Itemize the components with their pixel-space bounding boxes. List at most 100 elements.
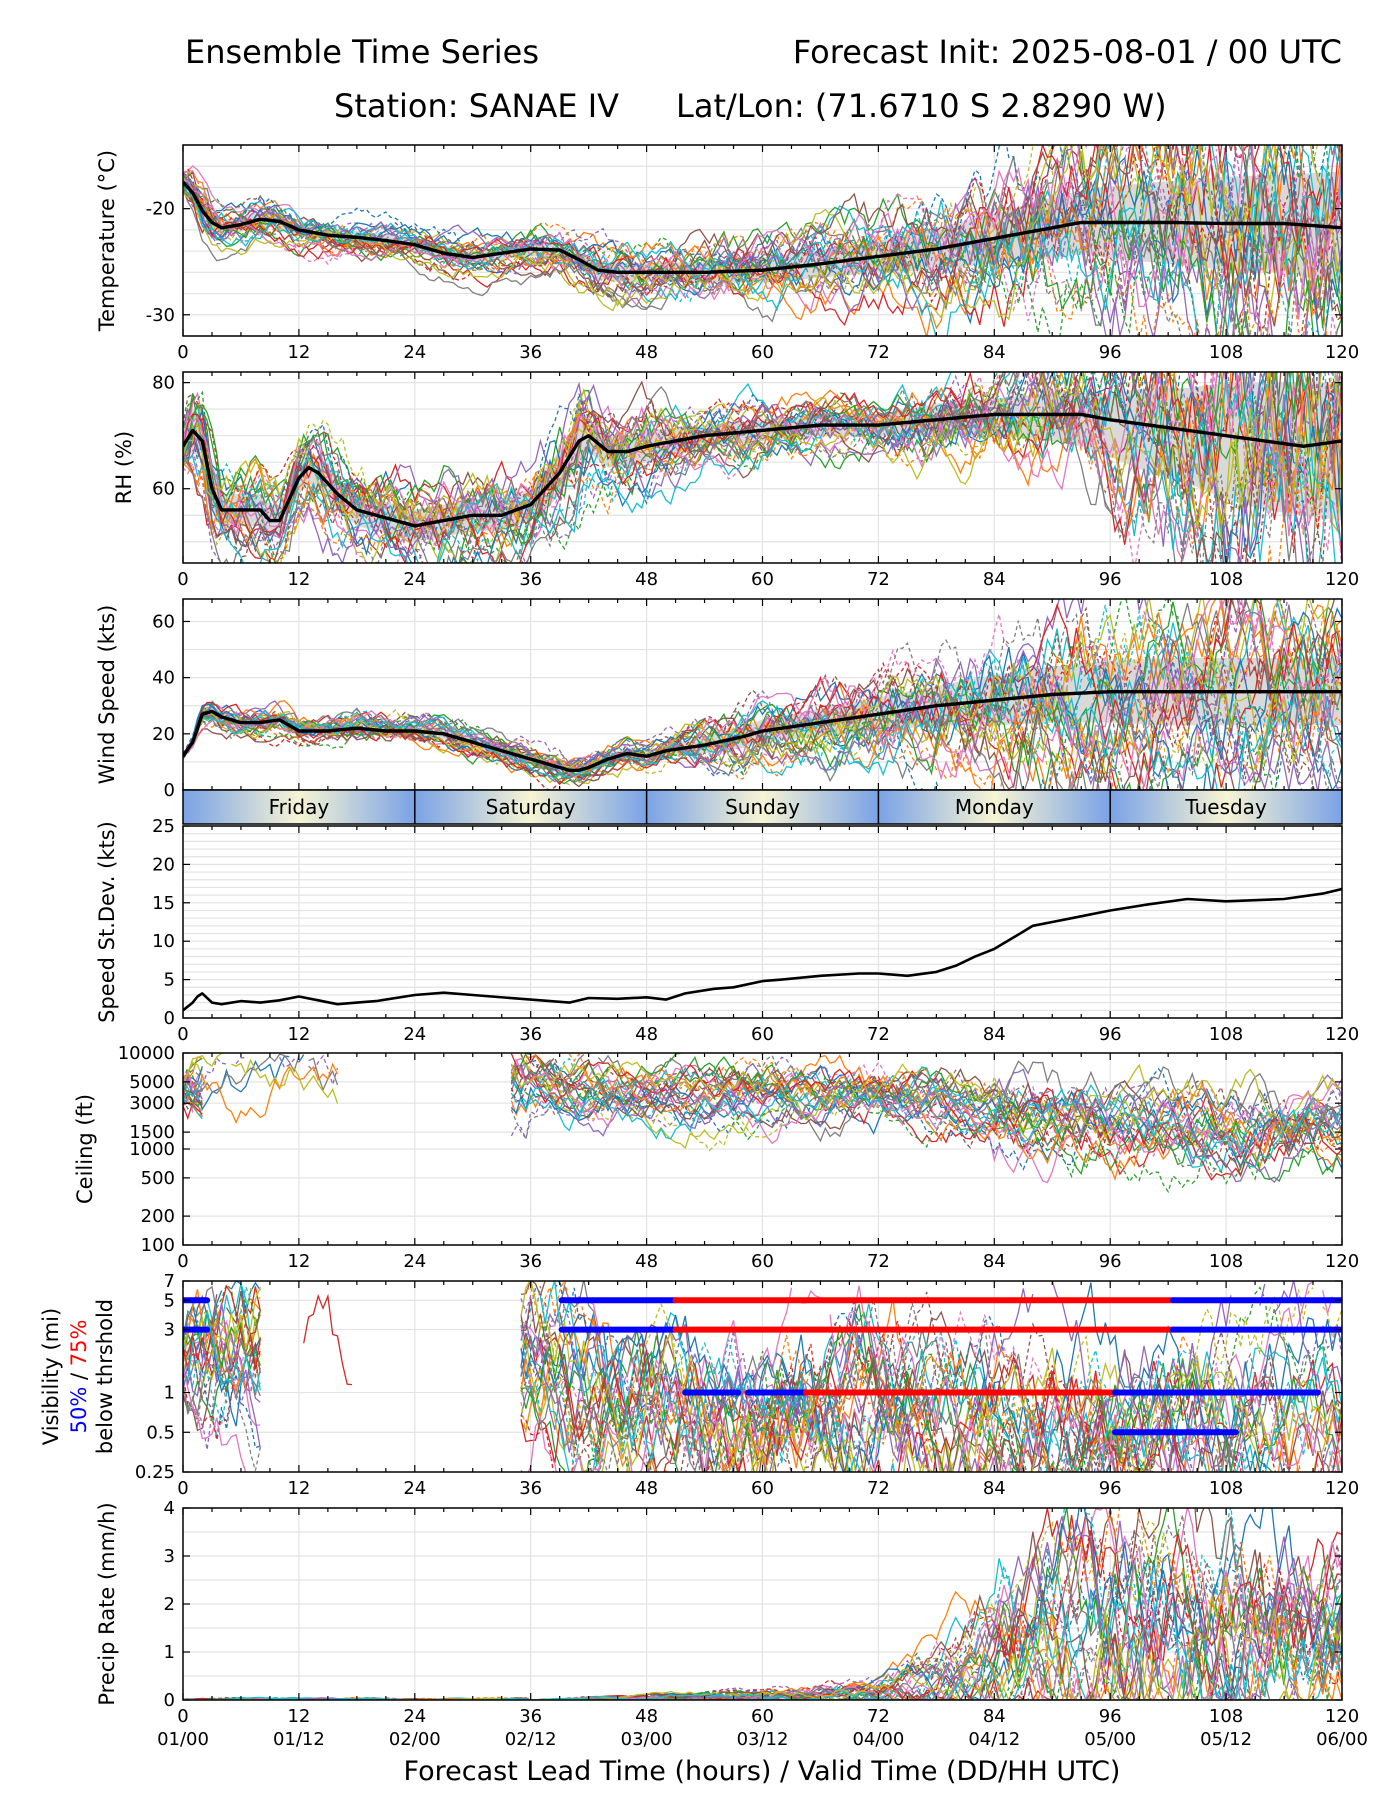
x-ticklabel: 108 bbox=[1209, 569, 1243, 590]
y-ticklabel: 5 bbox=[164, 1290, 175, 1311]
ensemble-member-ceiling bbox=[183, 1053, 1342, 1146]
valid-time-label: 03/12 bbox=[737, 1729, 789, 1750]
x-ticklabels-ceiling: 0 12 24 36 48 60 72 84 96 108 120 bbox=[177, 1251, 1359, 1272]
y-axis-precip: 0 1 2 3 4 bbox=[164, 1498, 1342, 1711]
plot-area-sd bbox=[183, 887, 1342, 1012]
x-ticklabel: 120 bbox=[1325, 342, 1359, 363]
x-ticklabel: 96 bbox=[1099, 1251, 1122, 1272]
x-ticklabel: 0 bbox=[177, 342, 188, 363]
day-label: Tuesday bbox=[1184, 795, 1267, 819]
x-ticklabel: 96 bbox=[1099, 569, 1122, 590]
ensemble-member-wind bbox=[183, 599, 1336, 790]
x-ticklabel: 108 bbox=[1209, 342, 1243, 363]
y-ticklabel: 3 bbox=[164, 1546, 175, 1567]
ensemble-mean-temp bbox=[183, 180, 1342, 274]
x-ticklabel: 84 bbox=[983, 1478, 1006, 1499]
day-cell bbox=[646, 790, 879, 824]
x-ticks-sd bbox=[182, 826, 1343, 1018]
day-label: Monday bbox=[955, 795, 1034, 819]
x-ticklabels-temp: 0 12 24 36 48 60 72 84 96 108 120 bbox=[177, 342, 1359, 363]
x-ticklabel: 12 bbox=[287, 1706, 310, 1727]
ensemble-member-temp bbox=[183, 145, 1342, 323]
day-label: Saturday bbox=[486, 795, 576, 819]
y-ticklabel: 40 bbox=[152, 668, 175, 689]
x-ticklabel: 24 bbox=[403, 1478, 426, 1499]
valid-time-label: 06/00 bbox=[1316, 1729, 1368, 1750]
ensemble-member-rh bbox=[183, 372, 1340, 563]
plot-area-wind bbox=[183, 599, 1342, 790]
x-ticklabel: 84 bbox=[983, 569, 1006, 590]
valid-time-label: 01/00 bbox=[157, 1729, 209, 1750]
ensemble-member-vis bbox=[183, 1285, 1342, 1472]
panels: 0 12 24 36 48 60 72 84 96 108 120-20-30Temperature… bbox=[39, 144, 1359, 1727]
x-ticklabel: 0 bbox=[177, 1706, 188, 1727]
y-label-vis: Visibility (mi) bbox=[39, 1308, 63, 1445]
y-ticklabel: 200 bbox=[141, 1206, 175, 1227]
y-ticklabel: 2 bbox=[164, 1594, 175, 1615]
ensemble-member-wind bbox=[183, 599, 1342, 768]
valid-time-label: 04/00 bbox=[852, 1729, 904, 1750]
x-ticklabel: 36 bbox=[519, 1024, 542, 1045]
weekday-band: Friday Saturday Sunday Monday Tuesday bbox=[182, 789, 1343, 825]
x-ticklabel: 72 bbox=[867, 1478, 890, 1499]
x-ticklabel: 72 bbox=[867, 342, 890, 363]
x-ticklabel: 36 bbox=[519, 569, 542, 590]
bottom-x-axis: 01/00 01/12 02/00 02/12 03/00 03/12 04/00 04/12… bbox=[157, 1729, 1368, 1750]
figure-title: Ensemble Time Series bbox=[185, 33, 539, 71]
x-ticklabel: 72 bbox=[867, 1706, 890, 1727]
y-ticklabel: 4 bbox=[164, 1498, 175, 1519]
y-ticklabel: 1500 bbox=[129, 1122, 175, 1143]
x-ticklabel: 120 bbox=[1325, 1478, 1359, 1499]
ensemble-member-temp bbox=[183, 145, 1342, 304]
ensemble-member-rh bbox=[183, 372, 1342, 563]
y-ticklabel: 0 bbox=[164, 1008, 175, 1029]
ensemble-member-temp bbox=[183, 185, 1342, 336]
ensemble-member-temp bbox=[183, 145, 1342, 336]
y-label-ceiling: Ceiling (ft) bbox=[73, 1094, 97, 1204]
ensemble-member-wind bbox=[183, 599, 1342, 781]
ensemble-member-vis bbox=[183, 1318, 1334, 1472]
ensemble-member-wind bbox=[183, 663, 1342, 789]
ensemble-member-vis bbox=[183, 1285, 1342, 1472]
x-ticklabel: 60 bbox=[751, 1251, 774, 1272]
day-cell bbox=[878, 790, 1111, 824]
x-ticklabel: 84 bbox=[983, 1024, 1006, 1045]
y-ticklabel: 1 bbox=[164, 1642, 175, 1663]
y-ticklabel: 5 bbox=[164, 970, 175, 991]
day-cell bbox=[414, 790, 647, 824]
y-ticklabel: 60 bbox=[152, 479, 175, 500]
ensemble-member-rh bbox=[183, 372, 1311, 544]
ensemble-member-precip bbox=[183, 1575, 1342, 1700]
y-ticklabel: 500 bbox=[141, 1168, 175, 1189]
y-label-temp: Temperature (°C) bbox=[95, 150, 119, 332]
ensemble-member-wind bbox=[183, 599, 1342, 790]
day-label: Friday bbox=[269, 795, 330, 819]
panel-vis: 0 12 24 36 48 60 72 84 96 108 120 0.25 0.5 1 3 57 Visibi… bbox=[39, 1271, 1359, 1499]
y-ticklabel: 60 bbox=[152, 611, 175, 632]
x-ticklabel: 84 bbox=[983, 1706, 1006, 1727]
y-ticklabel: 80 bbox=[152, 373, 175, 394]
ensemble-mean-wind bbox=[183, 690, 1342, 772]
y-ticklabel: 5000 bbox=[129, 1072, 175, 1093]
x-ticklabels-rh: 0 12 24 36 48 60 72 84 96 108 120 bbox=[177, 569, 1359, 590]
x-ticklabel: 0 bbox=[177, 1024, 188, 1045]
panel-ceiling: 0 12 24 36 48 60 72 84 96 108 120 100 200 500 10001500… bbox=[73, 1043, 1359, 1272]
x-ticks-precip bbox=[182, 1508, 1343, 1700]
ensemble-member-wind bbox=[183, 599, 1342, 790]
valid-time-label: 05/00 bbox=[1084, 1729, 1136, 1750]
y-ticklabel: 0.25 bbox=[135, 1462, 175, 1483]
x-ticklabel: 48 bbox=[635, 1706, 658, 1727]
x-ticklabel: 108 bbox=[1209, 1024, 1243, 1045]
ensemble-member-ceiling bbox=[183, 1059, 1342, 1134]
x-ticklabel: 0 bbox=[177, 1251, 188, 1272]
ensemble-member-ceiling bbox=[183, 1054, 1342, 1154]
x-ticklabel: 120 bbox=[1325, 569, 1359, 590]
valid-time-label: 01/12 bbox=[273, 1729, 325, 1750]
x-ticklabel: 120 bbox=[1325, 1251, 1359, 1272]
y-ticklabel: 10 bbox=[152, 931, 175, 952]
x-ticklabel: 0 bbox=[177, 1478, 188, 1499]
ensemble-member-wind bbox=[183, 606, 1342, 770]
y-label-part: 75% bbox=[67, 1320, 91, 1367]
x-ticklabel: 48 bbox=[635, 1251, 658, 1272]
